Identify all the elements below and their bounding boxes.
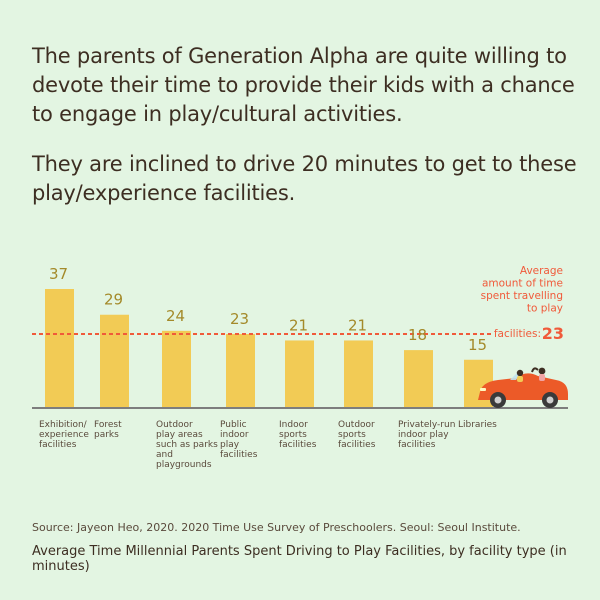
- bar-3: [162, 330, 191, 408]
- bar-2: [100, 314, 129, 408]
- average-annotation: Average amount of time spent travelling to …: [481, 265, 563, 315]
- category-label: Libraries: [458, 420, 497, 430]
- bar-value-label: 23: [230, 310, 249, 328]
- headline-primary: The parents of Generation Alpha are quit…: [32, 44, 575, 126]
- category-label: Public indoor play facilities: [220, 420, 258, 460]
- bar-value-label: 37: [49, 265, 68, 283]
- category-label: Outdoor play areas such as parks and playgro…: [156, 420, 218, 470]
- labels-layer: 37 Exhibition/experience facilities 29 Fores…: [39, 265, 564, 470]
- category-label: Outdoor sports facilities: [338, 420, 376, 450]
- source-note: Source: Jayeon Heo, 2020. 2020 Time Use …: [32, 521, 521, 534]
- bar-value-label: 24: [166, 307, 185, 325]
- category-label: Exhibition/experience facilities: [39, 420, 89, 450]
- category-label: Indoor sports facilities: [279, 420, 317, 450]
- average-value: 23: [542, 324, 564, 343]
- headline-secondary: They are inclined to drive 20 minutes to…: [32, 152, 577, 205]
- bar-7: [404, 350, 433, 408]
- bar-value-label: 21: [348, 316, 367, 334]
- bar-chart: 37 Exhibition/experience facilities 29 Fores…: [32, 265, 568, 470]
- category-label: Forest parks: [94, 420, 122, 440]
- bar-4: [226, 334, 255, 408]
- chart-caption: Average Time Millennial Parents Spent Dr…: [32, 544, 567, 574]
- bar-value-label: 29: [104, 291, 123, 309]
- bar-value-label: 21: [289, 316, 308, 334]
- bar-value-label: 18: [408, 326, 427, 344]
- bar-1: [45, 289, 74, 408]
- average-annotation-tail: facilities:: [494, 328, 541, 340]
- bar-5: [285, 340, 314, 408]
- category-label: Privately-run indoor play facilities: [398, 420, 455, 450]
- car-icon: [478, 367, 568, 408]
- bar-6: [344, 340, 373, 408]
- bar-value-label: 15: [468, 336, 487, 354]
